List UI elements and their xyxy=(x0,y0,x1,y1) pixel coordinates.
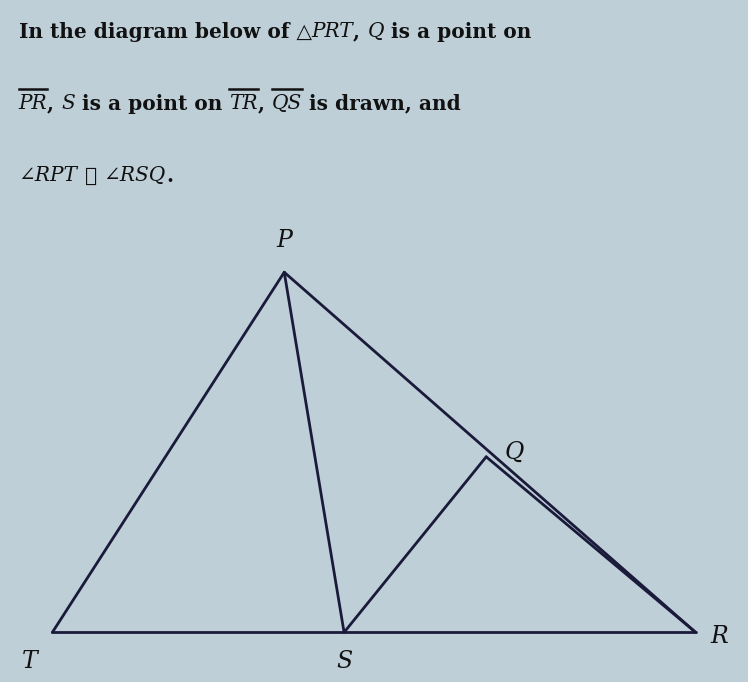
Text: Q: Q xyxy=(367,22,384,41)
Text: In the diagram below of △: In the diagram below of △ xyxy=(19,22,312,42)
Text: ∠RSQ: ∠RSQ xyxy=(104,166,166,185)
Text: ,: , xyxy=(258,94,272,114)
Text: TR: TR xyxy=(230,94,258,113)
Text: Q: Q xyxy=(505,441,524,464)
Text: P: P xyxy=(276,229,292,252)
Text: PRT: PRT xyxy=(312,22,353,41)
Text: ,: , xyxy=(47,94,61,114)
Text: is drawn, and: is drawn, and xyxy=(302,94,461,114)
Text: is a point on: is a point on xyxy=(75,94,230,114)
Text: QS: QS xyxy=(272,94,302,113)
Text: is a point on: is a point on xyxy=(384,22,531,42)
Text: ∠RPT: ∠RPT xyxy=(19,166,78,185)
Text: T: T xyxy=(22,651,37,673)
Text: S: S xyxy=(336,651,352,673)
Text: ,: , xyxy=(353,22,367,42)
Text: .: . xyxy=(166,166,173,186)
Text: PR: PR xyxy=(19,94,47,113)
Text: S: S xyxy=(61,94,75,113)
Text: ≅: ≅ xyxy=(78,166,104,186)
Text: R: R xyxy=(711,625,729,649)
